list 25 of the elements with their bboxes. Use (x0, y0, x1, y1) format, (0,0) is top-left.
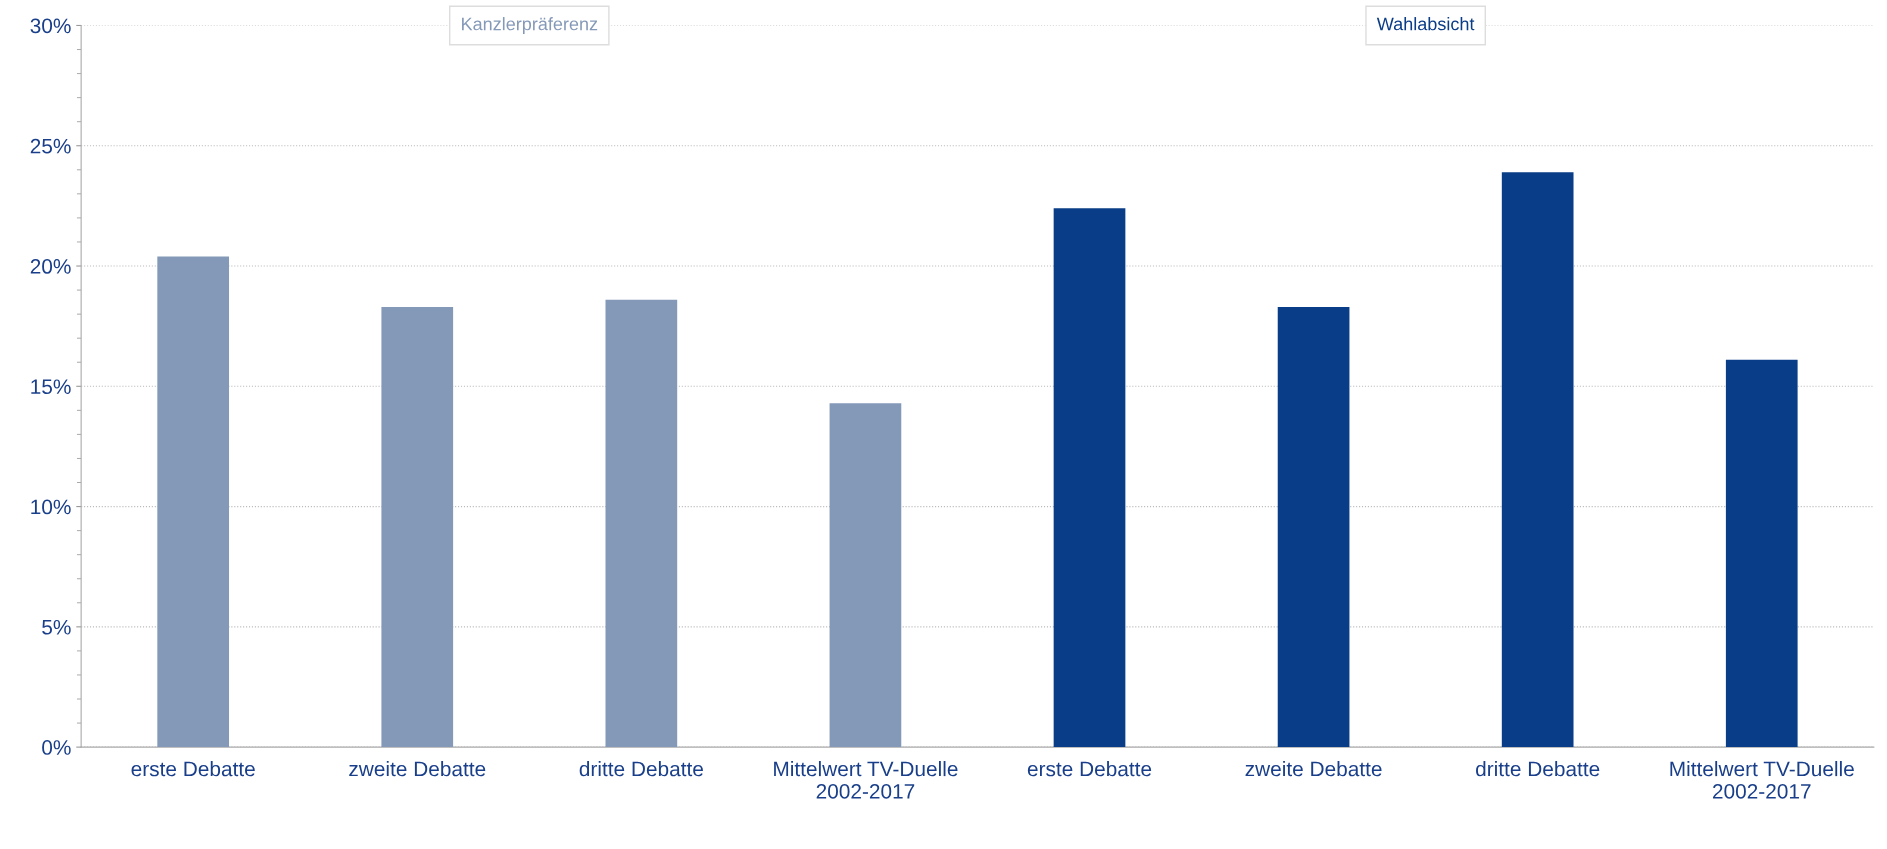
bar (605, 299, 678, 748)
bar (829, 403, 902, 748)
y-tick-label: 15% (31, 379, 71, 395)
bar (381, 306, 454, 748)
x-tick-label: zweite Debatte (349, 761, 486, 777)
x-tick-label: dritte Debatte (1476, 761, 1600, 777)
y-tick-label: 30% (30, 18, 71, 34)
x-tick-label: Mittelwert TV-Duelle 2002-2017 (774, 761, 958, 799)
bar (1725, 359, 1798, 748)
bar (1277, 306, 1350, 748)
y-tick-label: 25% (30, 138, 71, 154)
text: Wahlabsicht (1376, 17, 1475, 31)
x-tick-label: Mittelwert TV-Duelle 2002-2017 (1670, 761, 1854, 799)
x-tick-label: dritte Debatte (579, 761, 703, 777)
y-tick-label: 5% (42, 619, 71, 635)
y-tick-label: 10% (31, 499, 71, 515)
bar (1501, 172, 1574, 748)
y-tick-label: 20% (30, 259, 71, 274)
text: Kanzlerpräferenz (462, 17, 598, 34)
x-tick-label: erste Debatte (1027, 761, 1152, 777)
x-tick-label: zweite Debatte (1245, 761, 1382, 777)
bar (1053, 208, 1126, 748)
y-tick-label: 0% (42, 740, 71, 755)
x-tick-label: erste Debatte (131, 761, 255, 777)
bar (157, 256, 230, 748)
